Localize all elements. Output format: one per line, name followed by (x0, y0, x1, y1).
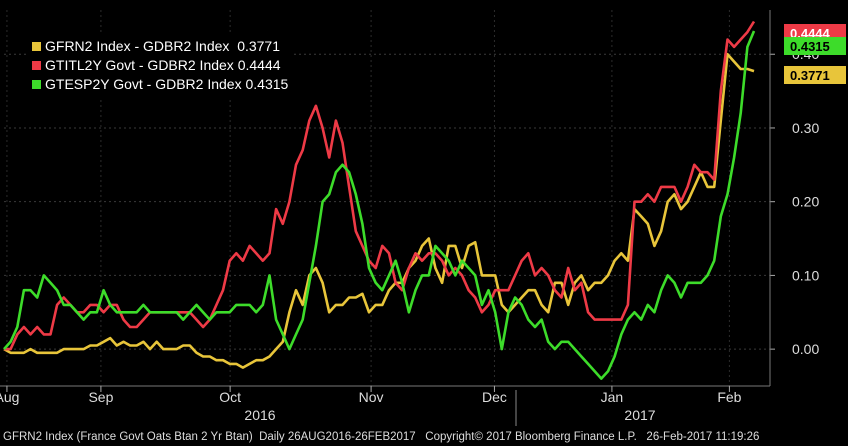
legend-value-gfrn2: 0.3771 (237, 38, 281, 54)
x-tick-label: Sep (88, 389, 113, 405)
year-label-2016: 2016 (244, 407, 275, 423)
legend-label-gtesp2y: GTESP2Y Govt - GDBR2 Index (45, 76, 242, 92)
y-axis: 0.000.100.200.300.40 (769, 10, 819, 386)
series-line-0 (3, 52, 755, 369)
y-tick-label: 0.10 (792, 267, 819, 283)
series-layer (3, 20, 756, 380)
x-axis: Aug Sep Oct Nov Dec Jan Feb 2016 2017 (0, 385, 770, 426)
last-value-text-0: 0.3771 (790, 68, 830, 83)
legend-value-gtitl2y: 0.4444 (237, 57, 281, 73)
legend-swatch-gtitl2y (32, 61, 41, 70)
legend-label-gtitl2y: GTITL2Y Govt - GDBR2 Index (45, 57, 234, 73)
legend: GFRN2 Index - GDBR2 Index 0.3771 GTITL2Y… (26, 35, 295, 97)
legend-swatch-gtesp2y (32, 80, 41, 89)
y-tick-label: 0.00 (792, 341, 819, 357)
x-tick-label: Aug (0, 389, 19, 405)
x-tick-label: Nov (359, 389, 384, 405)
x-tick-label: Dec (482, 389, 507, 405)
y-tick-label: 0.20 (792, 194, 819, 210)
legend-label-gfrn2: GFRN2 Index - GDBR2 Index (45, 38, 230, 54)
y-tick-label: 0.30 (792, 120, 819, 136)
year-label-2017: 2017 (624, 407, 655, 423)
legend-item-gfrn2: GFRN2 Index - GDBR2 Index 0.3771 (32, 37, 288, 56)
series-line-1 (4, 20, 756, 351)
legend-swatch-gfrn2 (32, 42, 41, 51)
series-line-2 (3, 30, 756, 380)
last-value-flag-0 (784, 66, 846, 84)
last-value-flag-2 (784, 37, 846, 55)
x-tick-label: Jan (601, 389, 624, 405)
x-tick-label: Oct (219, 389, 241, 405)
last-value-text-2: 0.4315 (790, 39, 830, 54)
legend-value-gtesp2y: 0.4315 (245, 76, 289, 92)
x-tick-label: Feb (717, 389, 741, 405)
legend-item-gtesp2y: GTESP2Y Govt - GDBR2 Index 0.4315 (32, 75, 288, 94)
legend-item-gtitl2y: GTITL2Y Govt - GDBR2 Index 0.4444 (32, 56, 288, 75)
footer-source: GFRN2 Index (France Govt Oats Btan 2 Yr … (3, 431, 760, 443)
